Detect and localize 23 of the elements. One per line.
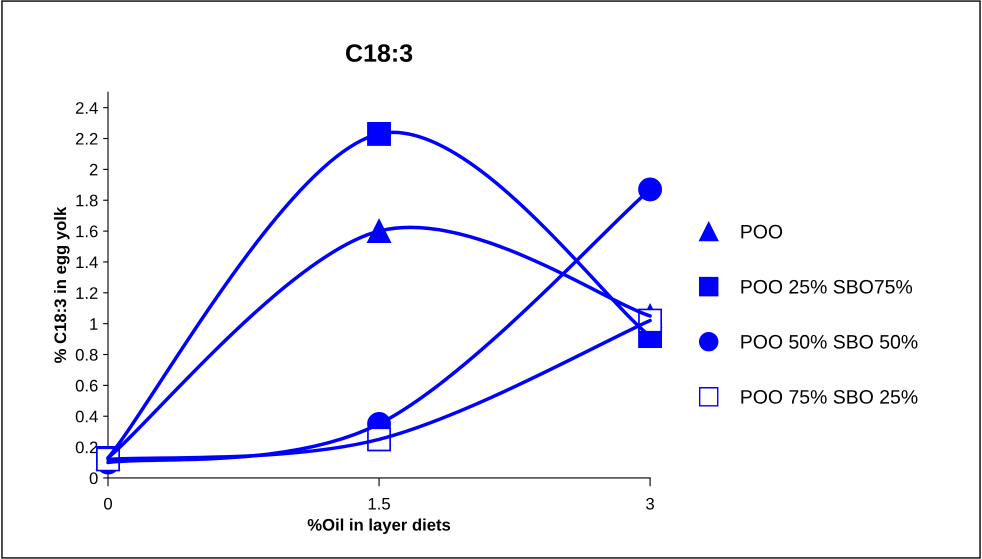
y-tick-label: 2 — [90, 164, 98, 176]
legend-label: POO 50% SBO 50% — [741, 334, 918, 349]
legend-label: POO 75% SBO 25% — [741, 390, 918, 404]
y-tick-label: 1.8 — [76, 194, 98, 206]
y-tick-label: 0.8 — [76, 348, 98, 361]
y-tick-label: 2.4 — [76, 102, 98, 114]
legend-label: POO 25% SBO75% — [741, 280, 912, 294]
y-tick-label: 2.2 — [76, 132, 98, 145]
y-tick-label: 0.6 — [76, 380, 98, 392]
y-tick-label: 1 — [90, 318, 98, 330]
x-tick-label: 1.5 — [368, 498, 390, 510]
y-axis-title: % C18:3 in egg yolk — [54, 206, 70, 363]
y-tick-label: 0 — [90, 472, 98, 484]
chart-title: C18:3 — [346, 44, 412, 62]
y-tick-label: 0.2 — [76, 441, 98, 454]
y-tick-label: 1.2 — [76, 287, 98, 299]
legend-label: POO — [741, 224, 782, 239]
y-tick-label: 1.6 — [76, 225, 98, 238]
x-axis-title: %Oil in layer diets — [308, 518, 450, 534]
y-tick-label: 0.4 — [76, 410, 98, 422]
y-tick-label: 1.4 — [76, 256, 98, 268]
x-tick-label: 0 — [104, 498, 112, 510]
x-tick-label: 3 — [646, 498, 654, 510]
